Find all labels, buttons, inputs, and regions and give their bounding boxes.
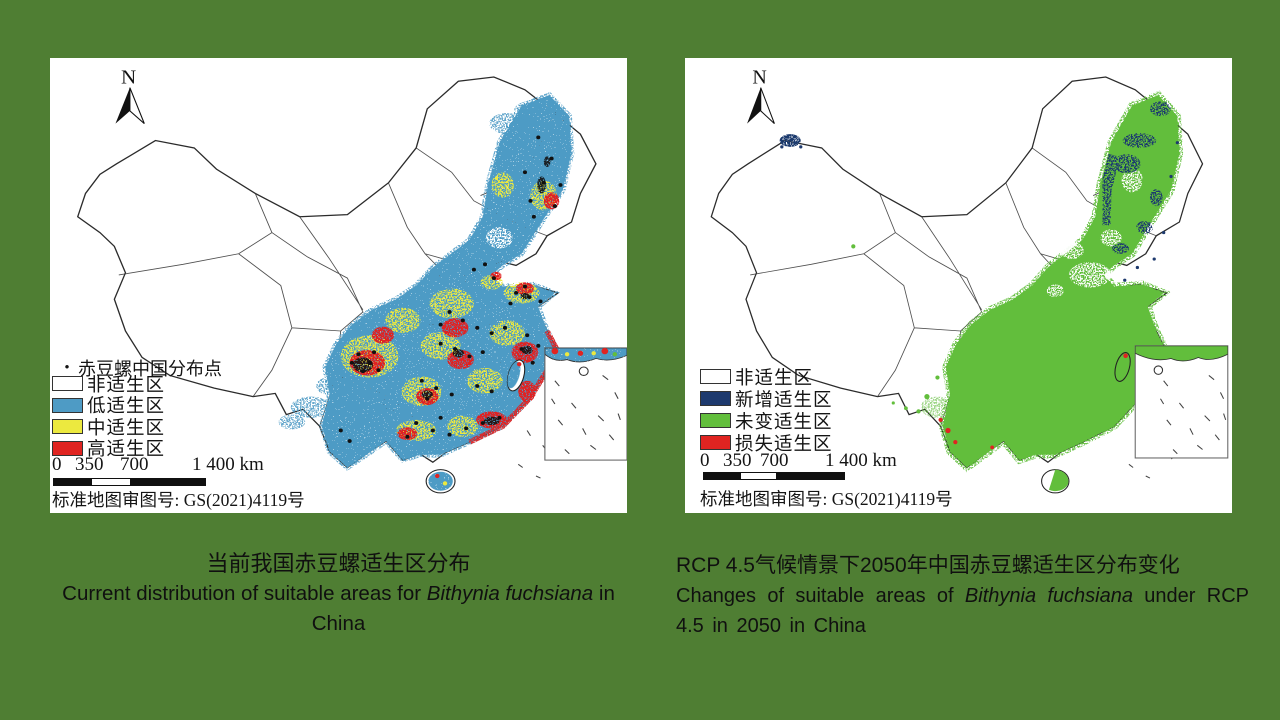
legend-item: 非适生区 (700, 369, 833, 389)
hainan-island (425, 469, 456, 494)
legend-swatch (700, 435, 731, 450)
scale-bar-labels: 0 350 700 1 400 km (52, 454, 264, 475)
legend-item: 中适生区 (52, 419, 165, 439)
map-panel-current-distribution: N • 赤豆螺中国分布点 非适生区 低适生区 中适生区 高适生区 0 350 7… (50, 58, 627, 513)
change-legend: 非适生区 新增适生区 未变适生区 损失适生区 (700, 369, 833, 457)
suitability-legend: 非适生区 低适生区 中适生区 高适生区 (52, 376, 165, 462)
marker-legend: • 赤豆螺中国分布点 (56, 355, 222, 381)
marker-legend-label: 赤豆螺中国分布点 (78, 359, 222, 379)
legend-swatch (52, 440, 83, 456)
south-china-sea-inset (1134, 345, 1229, 459)
caption-zh: RCP 4.5气候情景下2050年中国赤豆螺适生区分布变化 (676, 554, 1180, 577)
taiwan-island (1114, 352, 1131, 382)
caption-rcp45-change: RCP 4.5气候情景下2050年中国赤豆螺适生区分布变化 Changes of… (676, 551, 1249, 641)
north-arrow: N (747, 66, 775, 124)
caption-en: Changes of suitable areas of Bithynia fu… (676, 585, 1249, 637)
legend-swatch (52, 419, 83, 434)
scale-bar-labels: 0 350 700 1 400 km (700, 450, 897, 471)
legend-swatch (52, 376, 83, 391)
caption-zh: 当前我国赤豆螺适生区分布 (206, 551, 471, 576)
map-panel-rcp45-change: N 非适生区 新增适生区 未变适生区 损失适生区 0 350 700 1 400… (685, 58, 1232, 513)
ili-valley-new-area (779, 134, 801, 147)
legend-item: 未变适生区 (700, 413, 833, 433)
new-suitable-area (779, 101, 1179, 282)
occurrence-points (338, 135, 563, 443)
taiwan-island (506, 359, 526, 392)
hainan-island (1041, 469, 1070, 494)
caption-en: Current distribution of suitable areas f… (62, 582, 615, 635)
species-name: Bithynia fuchsiana (426, 582, 594, 605)
species-name: Bithynia fuchsiana (964, 585, 1133, 607)
legend-item: 低适生区 (52, 397, 165, 417)
legend-item: 非适生区 (52, 376, 165, 396)
scale-bar (53, 478, 206, 486)
lost-suitable-specks (938, 417, 995, 450)
legend-swatch (700, 369, 731, 384)
map-approval-number: 标准地图审图号: GS(2021)4119号 (52, 490, 305, 510)
svg-text:N: N (121, 67, 136, 88)
legend-swatch (52, 397, 83, 413)
legend-item: 新增适生区 (700, 391, 833, 411)
map-approval-number: 标准地图审图号: GS(2021)4119号 (700, 489, 953, 509)
caption-current-distribution: 当前我国赤豆螺适生区分布 Current distribution of sui… (50, 549, 627, 639)
legend-swatch (700, 413, 731, 428)
legend-item: 高适生区 (52, 440, 165, 460)
svg-text:N: N (752, 66, 766, 88)
legend-swatch (700, 391, 731, 406)
north-arrow: N (115, 67, 145, 124)
south-china-sea-inset (544, 347, 627, 461)
occurrence-dot-icon: • (64, 359, 70, 376)
china-map-rcp45: N (710, 66, 1229, 494)
scale-bar (703, 472, 845, 480)
china-map-current: N (77, 67, 627, 494)
legend-item: 损失适生区 (700, 435, 833, 455)
